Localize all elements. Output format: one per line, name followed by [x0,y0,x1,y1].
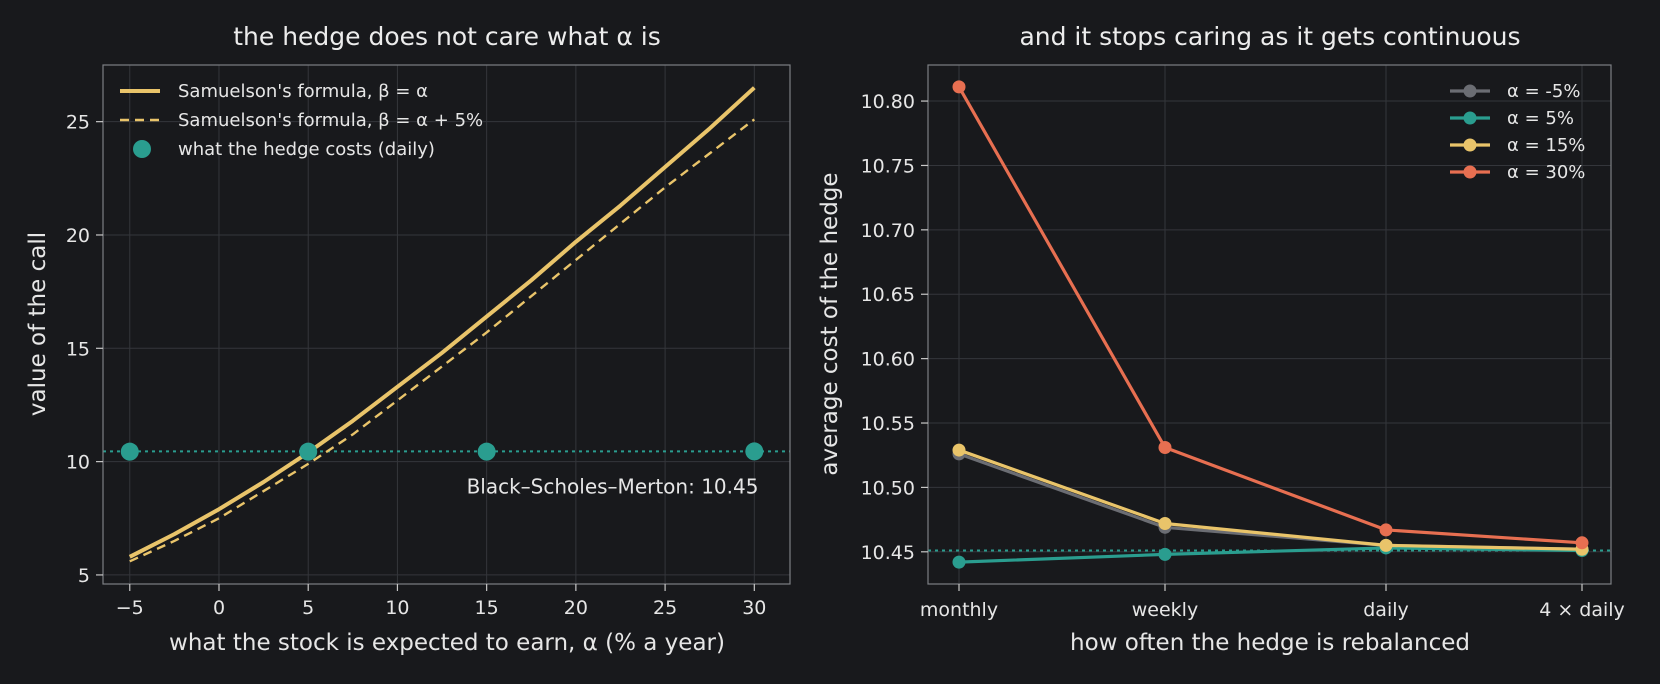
right-x-tick-label: weekly [1132,599,1198,621]
right-x-tick-label: 4 × daily [1539,599,1625,621]
right-x-tick-label: daily [1363,599,1409,621]
left-x-axis: −5 0 5 10 15 20 25 30 [116,584,766,619]
hedge-cost-point [745,442,764,461]
left-y-tick-label: 25 [66,112,90,134]
series-point-3 [952,80,966,94]
left-y-axis: 5 10 15 20 25 [66,112,103,587]
legend-marker-2 [1463,138,1477,152]
right-chart: and it stops caring as it gets continuou… [817,22,1625,656]
left-y-tick-label: 15 [66,338,90,360]
left-gridlines [103,65,790,584]
left-legend: Samuelson's formula, β = α Samuelson's fo… [120,81,483,160]
left-x-axis-label: what the stock is expected to earn, α (%… [169,630,725,656]
right-y-tick-label: 10.80 [861,91,915,113]
left-x-tick-label: 5 [302,597,314,619]
left-x-tick-label: −5 [116,597,144,619]
legend-marker-hedge-cost [133,140,151,158]
right-series-group [952,80,1589,569]
series-point-3 [1158,440,1172,454]
legend-label: α = 30% [1507,162,1585,183]
right-legend: α = -5% α = 5% α = 15% α = 30% [1450,81,1585,183]
samuelson-beta-plus-line [129,118,756,563]
right-plot-frame [927,64,1612,585]
bsm-annotation: Black–Scholes–Merton: 10.45 [467,475,759,499]
series-point-3 [1379,523,1393,537]
hedge-cost-point [120,442,139,461]
left-chart: the hedge does not care what α is −5 0 5 10… [25,22,791,656]
hedge-cost-point [299,442,318,461]
left-x-tick-label: 10 [385,597,409,619]
left-plot-frame [102,64,791,585]
right-y-axis-label: average cost of the hedge [817,172,843,475]
right-y-tick-label: 10.50 [861,477,915,499]
right-y-tick-label: 10.45 [861,542,915,564]
series-line-2 [958,448,1583,551]
right-gridlines [928,65,1611,584]
left-y-axis-label: value of the call [25,232,51,416]
legend-marker-0 [1463,84,1477,98]
series-point-3 [1575,536,1589,550]
right-y-tick-label: 10.60 [861,349,915,371]
legend-marker-1 [1463,111,1477,125]
right-chart-title: and it stops caring as it gets continuou… [1019,22,1520,51]
left-x-tick-label: 30 [742,597,766,619]
right-y-tick-label: 10.70 [861,220,915,242]
left-chart-title: the hedge does not care what α is [233,22,661,51]
series-line-1 [958,546,1583,564]
right-x-axis: monthly weekly daily 4 × daily [920,584,1625,621]
left-series-group [120,86,764,563]
series-point-2 [952,443,966,457]
legend-label: α = 15% [1507,135,1585,156]
left-y-tick-label: 20 [66,225,90,247]
left-x-tick-label: 25 [653,597,677,619]
legend-label: Samuelson's formula, β = α + 5% [178,110,483,131]
hedge-cost-point [477,442,496,461]
samuelson-beta-line [128,86,756,559]
right-x-tick-label: monthly [920,599,998,621]
legend-label: α = -5% [1507,81,1580,102]
series-point-1 [1158,547,1172,561]
left-x-tick-label: 0 [213,597,225,619]
series-line-3 [957,86,1583,545]
legend-marker-3 [1463,165,1477,179]
legend-label: Samuelson's formula, β = α [178,81,428,102]
right-y-axis: 10.45 10.50 10.55 10.60 10.65 10.70 10.75 10.80 [861,91,928,564]
right-x-axis-label: how often the hedge is rebalanced [1070,630,1470,656]
right-y-tick-label: 10.65 [861,284,915,306]
left-x-tick-label: 15 [475,597,499,619]
legend-label: α = 5% [1507,108,1574,129]
left-y-tick-label: 5 [78,565,90,587]
right-y-tick-label: 10.55 [861,413,915,435]
right-y-tick-label: 10.75 [861,155,915,177]
series-point-2 [1158,516,1172,530]
legend-label: what the hedge costs (daily) [178,139,435,160]
series-point-2 [1379,538,1393,552]
series-point-1 [952,555,966,569]
left-y-tick-label: 10 [66,452,90,474]
left-x-tick-label: 20 [564,597,588,619]
